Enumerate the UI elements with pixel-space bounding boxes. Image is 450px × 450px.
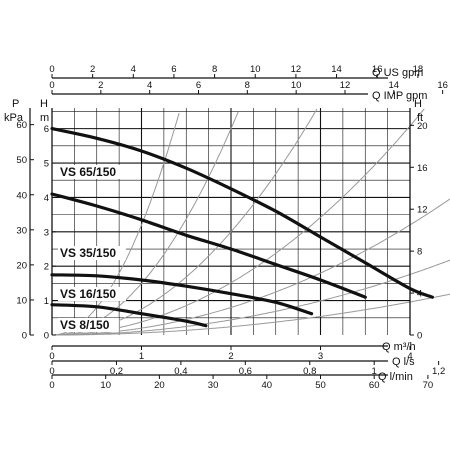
series-label-bg — [58, 246, 126, 260]
lmin-tick-label: 0 — [49, 380, 54, 391]
meter-tick-label: 1 — [44, 296, 49, 307]
imp-gpm-tick-label: 16 — [437, 80, 448, 91]
us-gpm-tick-label: 10 — [250, 64, 261, 75]
series-label-bg — [58, 287, 126, 301]
kpa-tick-label: 60 — [16, 120, 27, 131]
ls-tick-label: 1,2 — [432, 366, 445, 377]
lmin-tick-label: 70 — [423, 380, 434, 391]
imp-gpm-tick-label: 14 — [389, 80, 400, 91]
ls-axis-label: Q l/s — [392, 356, 415, 368]
imp-gpm-tick-label: 2 — [98, 80, 103, 91]
imp-gpm-tick-label: 10 — [291, 80, 302, 91]
ls-tick-label: 0,4 — [174, 366, 187, 377]
us-gpm-tick-label: 2 — [90, 64, 95, 75]
ls-tick-label: 0,8 — [303, 366, 316, 377]
us-gpm-axis-label: Q US gpm — [372, 67, 423, 79]
ft-tick-label: 8 — [417, 247, 422, 258]
meter-tick-label: 6 — [44, 124, 49, 135]
m3h-axis-label: Q m³/h — [382, 341, 416, 353]
ft-tick-label: 4 — [417, 289, 422, 300]
lmin-tick-label: 10 — [100, 380, 111, 391]
m3h-tick-label: 4 — [407, 351, 412, 362]
us-gpm-tick-label: 6 — [171, 64, 176, 75]
m3h-tick-label: 0 — [49, 351, 54, 362]
grid — [51, 108, 411, 335]
pump-curve-1 — [50, 127, 434, 299]
us-gpm-tick-label: 18 — [413, 64, 424, 75]
imp-gpm-tick-label: 0 — [49, 80, 54, 91]
imp-gpm-tick-label: 6 — [196, 80, 201, 91]
lmin-axis-label: Q l/min — [378, 371, 413, 383]
system-curve — [52, 293, 450, 336]
series-label-3: VS 16/150 — [60, 287, 116, 301]
kpa-tick-label: 30 — [16, 225, 27, 236]
axes: Q US gpm Q IMP gpm P kPa H m H ft Q m³/h… — [4, 67, 427, 383]
series-label-bg — [58, 165, 126, 179]
ft-unit-label: ft — [417, 112, 423, 124]
series-label-1: VS 65/150 — [60, 165, 116, 179]
meter-tick-label: 3 — [44, 227, 49, 238]
ft-tick-label: 20 — [417, 121, 428, 132]
pump-curve-2 — [50, 192, 367, 299]
imp-gpm-tick-label: 4 — [147, 80, 152, 91]
kpa-tick-label: 40 — [16, 190, 27, 201]
us-gpm-tick-label: 14 — [331, 64, 342, 75]
ls-tick-label: 0,6 — [239, 366, 252, 377]
us-gpm-tick-label: 0 — [49, 64, 54, 75]
ft-tick-label: 12 — [417, 205, 428, 216]
us-gpm-tick-label: 4 — [131, 64, 136, 75]
lmin-tick-label: 60 — [369, 380, 380, 391]
meter-tick-label: 0 — [44, 331, 49, 342]
series-labels: VS 65/150 VS 35/150 VS 16/150 VS 8/150 — [58, 165, 126, 332]
pump-curve-3 — [50, 273, 314, 316]
pump-curve-4 — [50, 303, 208, 328]
ls-tick-label: 0 — [49, 366, 54, 377]
us-gpm-tick-label: 8 — [212, 64, 217, 75]
meter-tick-label: 5 — [44, 159, 49, 170]
lmin-tick-label: 20 — [154, 380, 165, 391]
m3h-tick-label: 2 — [228, 351, 233, 362]
ft-tick-label: 16 — [417, 163, 428, 174]
imp-gpm-tick-label: 8 — [245, 80, 250, 91]
system-curve — [52, 112, 180, 336]
kpa-tick-label: 20 — [16, 260, 27, 271]
imp-gpm-axis-label: Q IMP gpm — [372, 90, 427, 102]
ft-tick-label: 0 — [417, 331, 422, 342]
series-label-bg — [58, 318, 119, 332]
kpa-tick-label: 10 — [16, 295, 27, 306]
imp-gpm-tick-label: 12 — [340, 80, 351, 91]
m3h-tick-label: 3 — [318, 351, 323, 362]
system-curve — [52, 111, 239, 336]
series-label-4: VS 8/150 — [60, 318, 110, 332]
ls-tick-label: 1 — [372, 366, 377, 377]
us-gpm-tick-label: 16 — [372, 64, 383, 75]
head-m-axis-label: H — [40, 98, 48, 110]
kpa-unit-label: kPa — [4, 112, 24, 124]
ls-tick-label: 0,2 — [110, 366, 123, 377]
meter-tick-label: 2 — [44, 262, 49, 273]
lmin-tick-label: 40 — [262, 380, 273, 391]
m3h-tick-label: 1 — [139, 351, 144, 362]
meter-tick-label: 4 — [44, 193, 49, 204]
kpa-tick-label: 50 — [16, 155, 27, 166]
lmin-tick-label: 30 — [208, 380, 219, 391]
pump-curves — [50, 127, 434, 328]
pressure-axis-label: P — [12, 98, 19, 110]
kpa-tick-label: 0 — [22, 331, 27, 342]
meter-unit-label: m — [40, 112, 49, 124]
head-ft-axis-label: H — [414, 98, 422, 110]
series-label-2: VS 35/150 — [60, 246, 116, 260]
us-gpm-tick-label: 12 — [291, 64, 302, 75]
lmin-tick-label: 50 — [315, 380, 326, 391]
axis-ticks: 0 2 4 6 8 10 12 14 16 180 2 4 6 8 10 12 14 160 1 2 3 40 0,2 0,4… — [16, 64, 448, 391]
